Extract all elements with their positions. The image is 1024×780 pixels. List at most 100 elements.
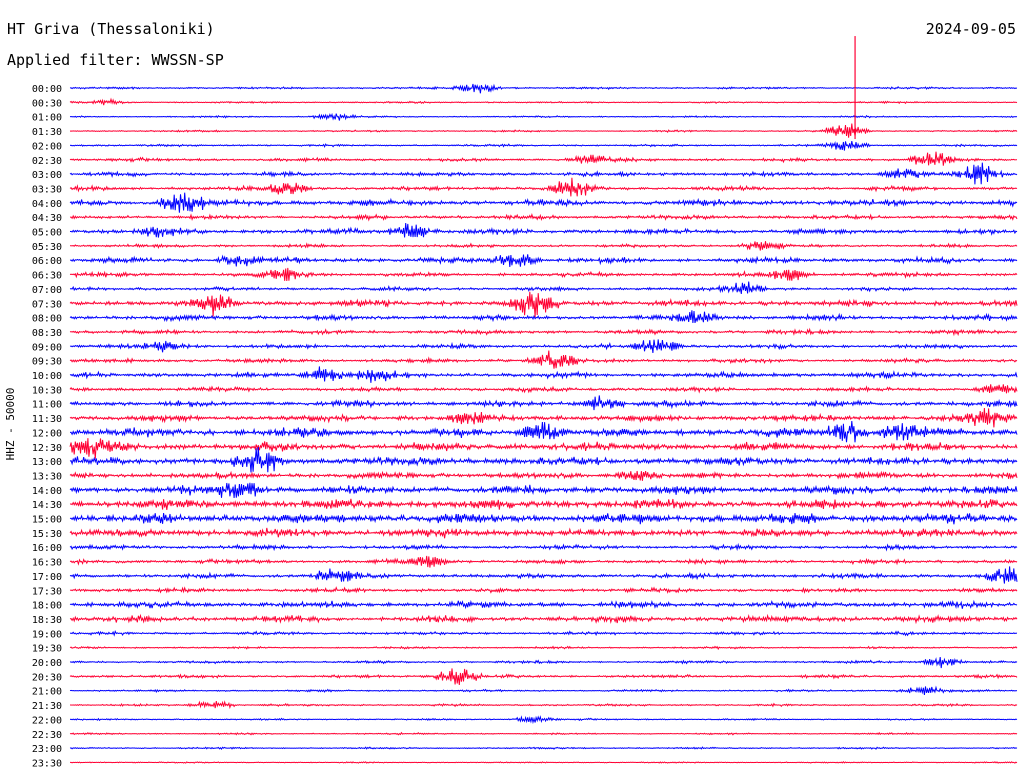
time-tick-label: 10:00 <box>32 371 62 382</box>
trace-line-1100 <box>69 395 1018 411</box>
time-tick-label: 18:30 <box>32 615 62 626</box>
time-tick-label: 09:00 <box>32 342 62 353</box>
trace-line-0530 <box>69 241 1018 251</box>
time-tick-label: 21:30 <box>32 701 62 712</box>
trace-line-1730 <box>69 586 1018 594</box>
time-tick-label: 11:30 <box>32 414 62 425</box>
trace-line-2130 <box>70 700 1018 710</box>
trace-line-0000 <box>69 83 1018 94</box>
time-tick-label: 23:30 <box>32 758 62 769</box>
trace-line-1330 <box>69 470 1018 481</box>
time-tick-label: 07:30 <box>32 299 62 310</box>
y-axis-label: HHZ - 50000 <box>4 388 17 461</box>
trace-line-0600 <box>69 254 1018 268</box>
time-tick-label: 12:30 <box>32 443 62 454</box>
time-tick-label: 08:00 <box>32 314 62 325</box>
time-tick-label: 20:00 <box>32 658 62 669</box>
trace-line-0030 <box>69 97 1018 106</box>
time-tick-label: 16:30 <box>32 558 62 569</box>
trace-line-1630 <box>69 555 1018 568</box>
trace-line-1400 <box>69 482 1018 499</box>
time-tick-label: 21:00 <box>32 687 62 698</box>
trace-line-1930 <box>69 645 1018 651</box>
trace-line-0330 <box>69 177 1018 197</box>
time-tick-label: 18:00 <box>32 601 62 612</box>
station-title: HT Griva (Thessaloniki) <box>7 20 215 38</box>
time-tick-label: 01:30 <box>32 127 62 138</box>
time-tick-label: 19:00 <box>32 629 62 640</box>
trace-line-2200 <box>69 715 1018 725</box>
time-tick-label: 14:30 <box>32 500 62 511</box>
trace-line-1300 <box>69 446 1018 473</box>
trace-line-0930 <box>69 350 1018 369</box>
time-tick-label: 02:30 <box>32 156 62 167</box>
trace-line-1230 <box>69 438 1018 459</box>
trace-line-0700 <box>69 281 1018 294</box>
trace-line-0200 <box>69 141 1018 151</box>
time-tick-label: 16:00 <box>32 543 62 554</box>
time-tick-label: 05:00 <box>32 228 62 239</box>
trace-line-1600 <box>69 542 1018 552</box>
trace-line-0430 <box>69 213 1018 222</box>
time-tick-label: 19:30 <box>32 644 62 655</box>
time-tick-label: 00:00 <box>32 84 62 95</box>
time-tick-label: 13:00 <box>32 457 62 468</box>
time-tick-label: 10:30 <box>32 385 62 396</box>
trace-line-0500 <box>69 222 1018 238</box>
time-tick-label: 04:00 <box>32 199 62 210</box>
trace-line-2000 <box>69 657 1018 669</box>
trace-line-2300 <box>69 746 1018 750</box>
time-tick-label: 01:00 <box>32 113 62 124</box>
trace-line-1200 <box>69 421 1018 443</box>
trace-line-0900 <box>69 339 1018 354</box>
time-tick-label: 07:00 <box>32 285 62 296</box>
trace-line-2030 <box>69 668 1018 685</box>
trace-line-1500 <box>69 513 1018 525</box>
time-tick-label: 02:00 <box>32 141 62 152</box>
trace-line-1000 <box>69 366 1018 383</box>
time-tick-label: 04:30 <box>32 213 62 224</box>
date-label: 2024-09-05 <box>925 20 1016 38</box>
trace-line-1030 <box>69 384 1018 394</box>
time-tick-label: 00:30 <box>32 98 62 109</box>
time-tick-label: 06:30 <box>32 271 62 282</box>
time-tick-label: 12:00 <box>32 428 62 439</box>
time-tick-label: 22:00 <box>32 715 62 726</box>
trace-line-1800 <box>69 599 1018 610</box>
trace-line-2330 <box>70 760 1018 764</box>
time-tick-label: 09:30 <box>32 357 62 368</box>
time-tick-label: 23:00 <box>32 744 62 755</box>
trace-line-1900 <box>69 630 1018 637</box>
time-tick-label: 05:30 <box>32 242 62 253</box>
filter-label: Applied filter: WWSSN-SP <box>7 51 224 69</box>
trace-line-1130 <box>69 407 1018 428</box>
time-tick-label: 22:30 <box>32 730 62 741</box>
trace-line-2230 <box>69 731 1018 736</box>
trace-line-0830 <box>69 327 1018 337</box>
time-tick-label: 03:00 <box>32 170 62 181</box>
trace-line-0630 <box>69 267 1018 282</box>
trace-line-0400 <box>69 192 1018 213</box>
time-tick-label: 03:30 <box>32 184 62 195</box>
trace-line-1530 <box>69 527 1018 539</box>
trace-line-0730 <box>69 291 1018 318</box>
time-tick-label: 13:30 <box>32 471 62 482</box>
trace-line-2100 <box>69 685 1018 695</box>
trace-line-0130 <box>69 123 1018 138</box>
trace-line-0300 <box>69 162 1018 185</box>
trace-line-0800 <box>69 310 1018 324</box>
time-tick-label: 15:00 <box>32 515 62 526</box>
time-tick-label: 06:00 <box>32 256 62 267</box>
trace-line-0100 <box>69 112 1018 121</box>
trace-line-1430 <box>69 498 1018 510</box>
trace-line-1830 <box>69 613 1018 625</box>
trace-line-1700 <box>69 566 1018 584</box>
time-tick-label: 14:00 <box>32 486 62 497</box>
time-tick-label: 15:30 <box>32 529 62 540</box>
time-tick-label: 20:30 <box>32 672 62 683</box>
trace-line-0230 <box>69 151 1018 166</box>
time-tick-label: 08:30 <box>32 328 62 339</box>
time-tick-label: 17:00 <box>32 572 62 583</box>
time-tick-label: 17:30 <box>32 586 62 597</box>
